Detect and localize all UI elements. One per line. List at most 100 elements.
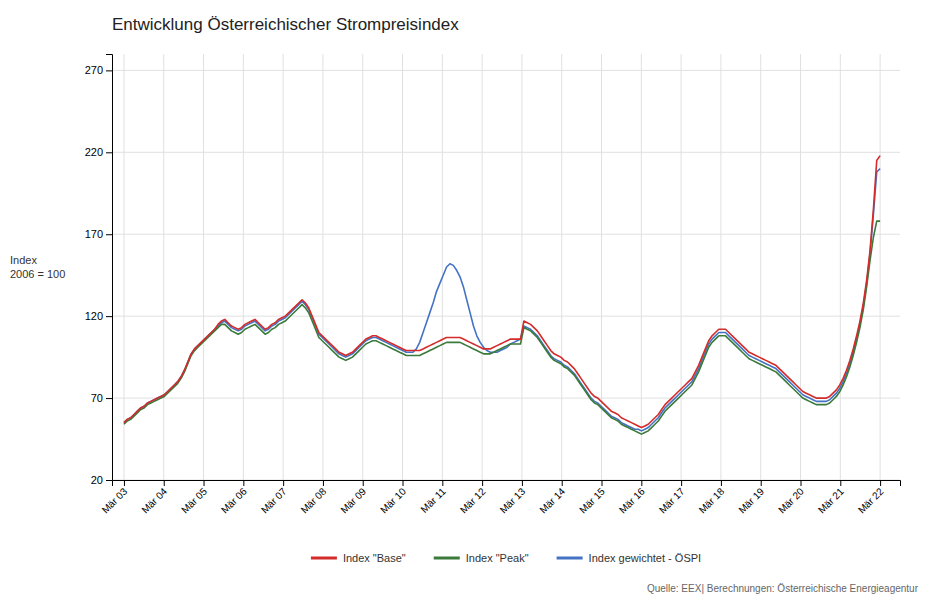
y-tick-mark	[106, 152, 112, 153]
y-tick: 70	[91, 392, 112, 404]
legend-swatch	[434, 557, 460, 560]
chart-container: Mär 03Mär 04Mär 05Mär 06Mär 07Mär 08Mär …	[0, 0, 930, 602]
grid	[112, 54, 900, 480]
x-tick-label: Mär 11	[419, 485, 449, 515]
x-tick-label: Mär 21	[816, 485, 846, 515]
grid-line-x	[760, 54, 761, 480]
grid-line-x	[203, 54, 204, 480]
x-tick-mark	[562, 480, 563, 486]
grid-line-x	[322, 54, 323, 480]
legend-label: Index gewichtet - ÖSPI	[589, 552, 702, 564]
y-axis: 20 70 120 170 220 270	[85, 55, 113, 487]
x-tick: Mär 20	[776, 480, 806, 515]
x-tick-label: Mär 07	[259, 485, 289, 515]
grid-line-x	[163, 54, 164, 480]
x-axis-line	[113, 481, 901, 487]
x-tick-mark	[641, 480, 642, 486]
x-tick-mark	[442, 480, 443, 486]
x-tick: Mär 21	[816, 480, 846, 515]
y-tick-label: 120	[85, 310, 103, 322]
grid-line-x	[601, 54, 602, 480]
grid-line-x	[521, 54, 522, 480]
annotation: Quelle: EEX| Berechnungen: Österreichisc…	[647, 583, 919, 594]
grid-line-x	[283, 54, 284, 480]
y-tick-label: 270	[85, 64, 103, 76]
x-tick-label: Mär 08	[299, 485, 329, 515]
legend: Index "Base" Index "Peak" Index gewichtet …	[311, 552, 701, 564]
x-tick: Mär 07	[259, 480, 289, 515]
x-tick: Mär 10	[378, 480, 408, 515]
x-tick-mark	[801, 480, 802, 486]
x-tick-mark	[204, 480, 205, 486]
x-tick: Mär 09	[338, 480, 368, 515]
x-tick-label: Mär 12	[458, 485, 488, 515]
y-tick: 170	[85, 228, 112, 240]
x-tick-label: Mär 22	[856, 485, 886, 515]
grid-line-y	[112, 70, 900, 71]
x-tick: Mär 14	[537, 480, 567, 515]
grid-line-y	[112, 316, 900, 317]
y-tick-mark	[106, 480, 112, 481]
x-tick: Mär 12	[458, 480, 488, 515]
x-tick-label: Mär 03	[100, 485, 130, 515]
x-tick-mark	[323, 480, 324, 486]
legend-item: Index "Peak"	[434, 552, 529, 564]
x-tick-label: Mär 13	[498, 485, 528, 515]
grid-line-x	[482, 54, 483, 480]
x-tick-mark	[880, 480, 881, 486]
grid-line-x	[442, 54, 443, 480]
x-tick-mark	[721, 480, 722, 486]
legend-item: Index gewichtet - ÖSPI	[557, 552, 702, 564]
grid-line-x	[123, 54, 124, 480]
y-axis-title: Index2006 = 100	[10, 254, 65, 280]
x-tick: Mär 13	[498, 480, 528, 515]
x-tick-mark	[403, 480, 404, 486]
grid-line-x	[681, 54, 682, 480]
x-tick: Mär 16	[617, 480, 647, 515]
series-line	[124, 156, 880, 428]
grid-line-x	[880, 54, 881, 480]
grid-line-x	[800, 54, 801, 480]
x-tick: Mär 15	[577, 480, 607, 515]
x-tick-mark	[840, 480, 841, 486]
x-tick-label: Mär 15	[577, 485, 607, 515]
x-tick-mark	[283, 480, 284, 486]
y-tick-label: 220	[85, 146, 103, 158]
x-tick-label: Mär 16	[617, 485, 647, 515]
x-tick: Mär 05	[179, 480, 209, 515]
series-line	[124, 221, 880, 434]
x-tick-label: Mär 20	[776, 485, 806, 515]
x-tick-mark	[124, 480, 125, 486]
chart-title: Entwicklung Österreichischer Strompreisi…	[112, 15, 459, 34]
y-tick: 20	[91, 474, 112, 486]
x-tick-label: Mär 06	[219, 485, 249, 515]
grid-line-x	[243, 54, 244, 480]
plot-area	[124, 156, 880, 435]
x-tick-mark	[761, 480, 762, 486]
legend-item: Index "Base"	[311, 552, 406, 564]
x-axis: Mär 03Mär 04Mär 05Mär 06Mär 07Mär 08Mär …	[100, 480, 901, 515]
x-tick-label: Mär 17	[657, 485, 687, 515]
y-tick: 120	[85, 310, 112, 322]
x-tick-label: Mär 14	[537, 485, 567, 515]
legend-swatch	[557, 557, 583, 560]
x-tick-label: Mär 09	[338, 485, 368, 515]
x-tick-mark	[602, 480, 603, 486]
x-tick: Mär 11	[419, 480, 449, 515]
x-tick: Mär 17	[657, 480, 687, 515]
grid-line-y	[112, 234, 900, 235]
grid-line-x	[641, 54, 642, 480]
x-tick: Mär 18	[697, 480, 727, 515]
x-tick-mark	[522, 480, 523, 486]
x-tick-mark	[363, 480, 364, 486]
x-tick-mark	[482, 480, 483, 486]
x-tick-mark	[164, 480, 165, 486]
x-tick: Mär 08	[299, 480, 329, 515]
y-tick-mark	[106, 398, 112, 399]
x-tick-mark	[681, 480, 682, 486]
x-tick-label: Mär 05	[179, 485, 209, 515]
x-tick: Mär 03	[100, 480, 130, 515]
x-tick: Mär 06	[219, 480, 249, 515]
y-tick-mark	[106, 316, 112, 317]
y-tick-label: 20	[91, 474, 103, 486]
